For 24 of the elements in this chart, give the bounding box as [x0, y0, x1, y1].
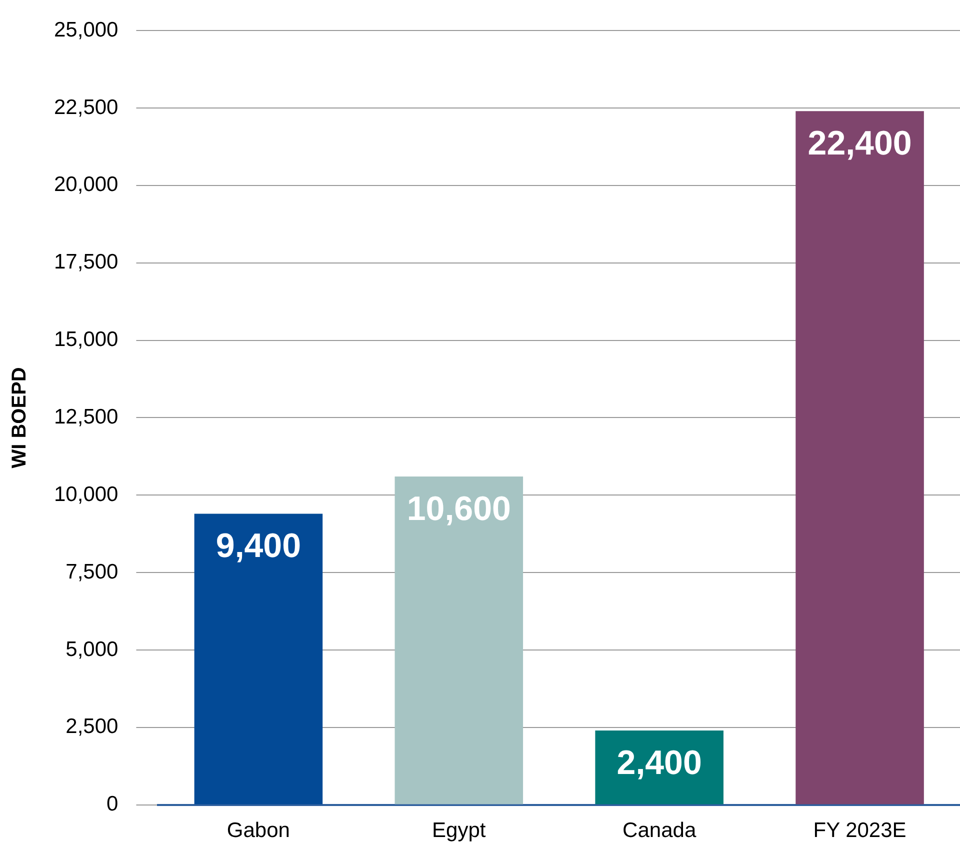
- data-label: 2,400: [616, 744, 702, 782]
- data-label: 22,400: [808, 124, 912, 162]
- data-label: 10,600: [406, 490, 511, 528]
- data-label: 9,400: [216, 527, 301, 566]
- x-tick-label: Canada: [622, 819, 696, 842]
- y-tick-label: 5,000: [66, 638, 118, 661]
- y-tick-label: 2,500: [66, 715, 118, 738]
- y-tick-label: 25,000: [54, 18, 118, 42]
- y-tick-label: 0: [106, 792, 118, 816]
- x-tick-label: FY 2023E: [813, 819, 906, 842]
- x-tick-label: Gabon: [226, 819, 290, 842]
- bar: [796, 111, 924, 804]
- y-tick-label: 10,000: [54, 482, 118, 506]
- bar: [394, 476, 524, 804]
- y-tick-label: 15,000: [54, 328, 118, 352]
- x-tick-label: Egypt: [432, 819, 486, 842]
- y-axis-title: WI BOEPD: [8, 367, 31, 468]
- bar: [194, 514, 323, 804]
- y-tick-label: 7,500: [66, 560, 118, 584]
- y-tick-label: 22,500: [54, 96, 118, 119]
- y-tick-label: 20,000: [54, 173, 118, 196]
- y-tick-label: 12,500: [54, 405, 118, 428]
- bar: [595, 730, 724, 804]
- y-tick-label: 17,500: [54, 250, 118, 274]
